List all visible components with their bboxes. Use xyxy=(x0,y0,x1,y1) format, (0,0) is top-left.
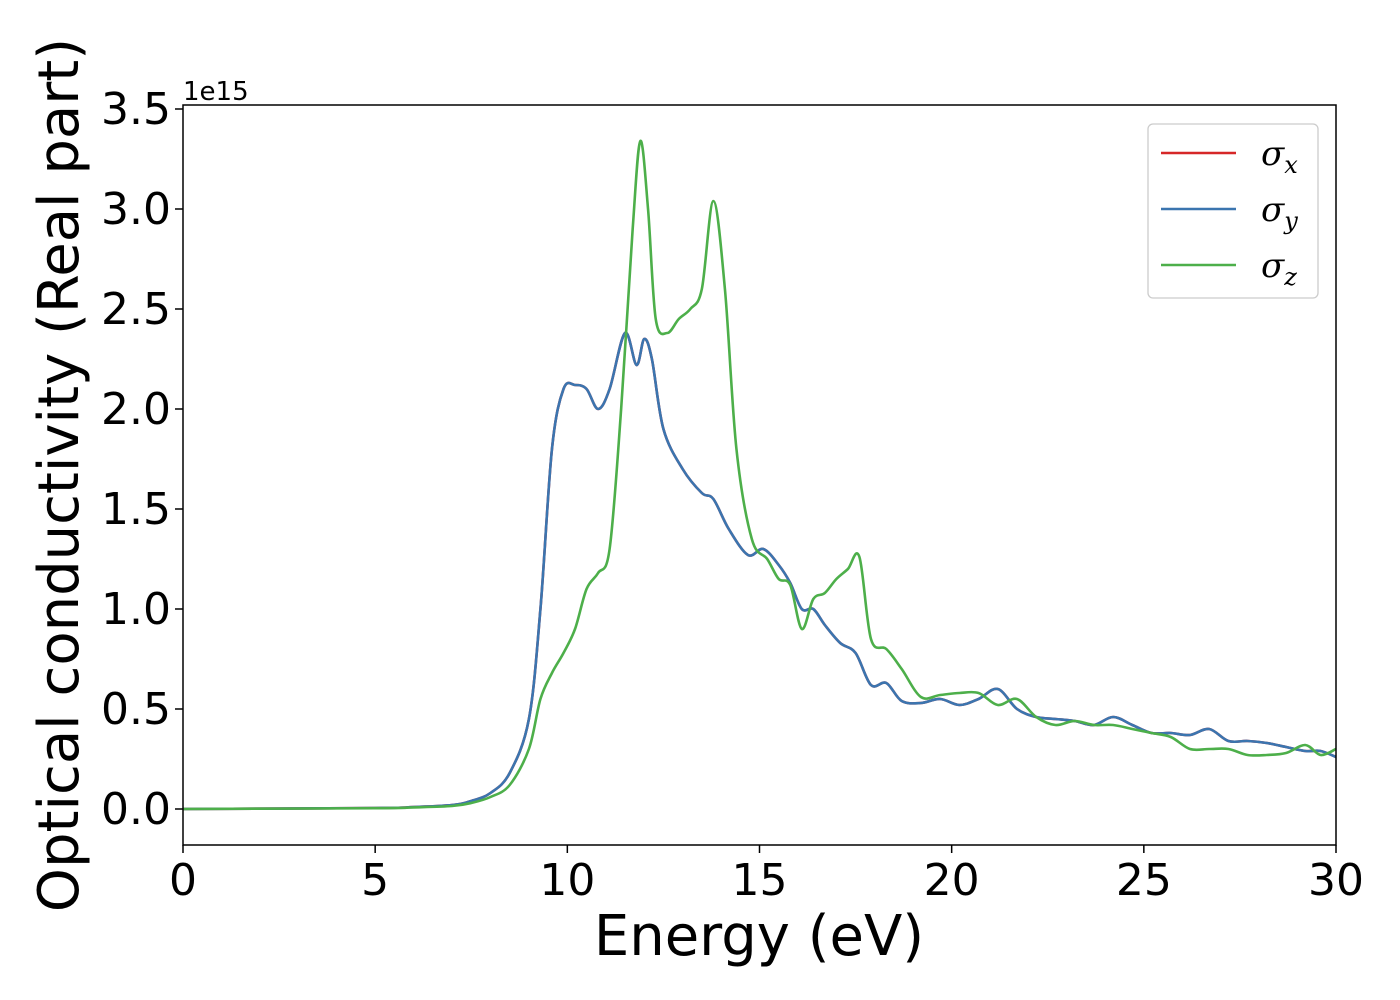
legend-box xyxy=(1147,123,1319,299)
legend-label: σy xyxy=(1261,190,1298,235)
legend-label: σx xyxy=(1261,134,1298,179)
y-tick-label: 1.5 xyxy=(101,484,171,535)
legend-label-base: σ xyxy=(1261,134,1285,174)
y-tick-label: 1.0 xyxy=(101,584,171,635)
series-sigma-z-line xyxy=(183,139,1336,811)
legend-label-subscript: z xyxy=(1283,263,1297,291)
legend-label-base: σ xyxy=(1261,190,1285,230)
x-tick-label: 0 xyxy=(169,855,197,906)
y-tick-label: 0.5 xyxy=(101,684,171,735)
y-axis: 0.0 0.5 1.0 1.5 2.0 2.5 3.0 3.5 xyxy=(101,84,183,835)
x-tick-label: 5 xyxy=(361,855,389,906)
legend-label-subscript: y xyxy=(1283,207,1298,235)
x-tick-label: 10 xyxy=(539,855,595,906)
legend-label-subscript: x xyxy=(1284,151,1298,179)
y-tick-label: 3.5 xyxy=(101,84,171,135)
y-tick-label: 0.0 xyxy=(101,784,171,835)
y-tick-label: 2.0 xyxy=(101,384,171,435)
x-tick-label: 25 xyxy=(1116,855,1172,906)
x-axis: 0 5 10 15 20 25 30 xyxy=(169,845,1364,906)
legend-label: σz xyxy=(1261,246,1297,291)
y-tick-label: 3.0 xyxy=(101,184,171,235)
series-layer xyxy=(183,139,1336,811)
x-axis-label: Energy (eV) xyxy=(594,904,924,969)
y-offset-label: 1e15 xyxy=(183,77,249,107)
x-tick-label: 20 xyxy=(924,855,980,906)
legend-label-base: σ xyxy=(1261,246,1285,286)
y-tick-label: 2.5 xyxy=(101,284,171,335)
x-tick-label: 15 xyxy=(732,855,788,906)
x-tick-label: 30 xyxy=(1308,855,1364,906)
y-axis-label: Optical conductivity (Real part) xyxy=(27,38,92,912)
